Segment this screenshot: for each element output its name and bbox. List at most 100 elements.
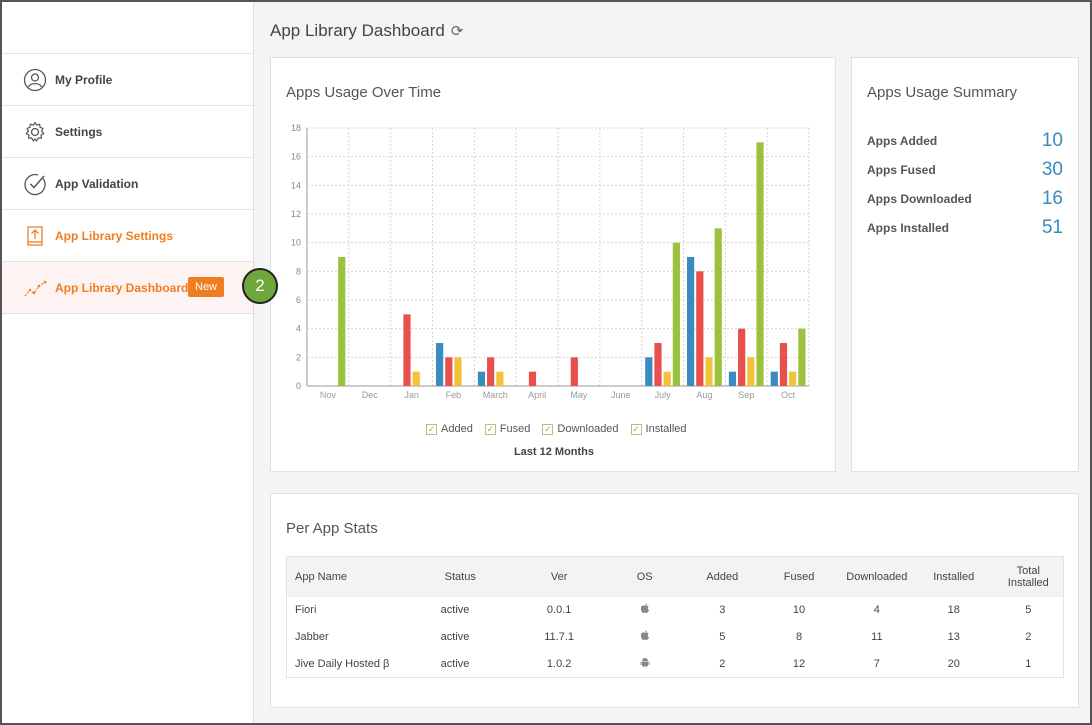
x-tick-label: July [655, 390, 672, 400]
refresh-icon[interactable]: ⟳ [450, 23, 464, 40]
y-tick-label: 14 [291, 180, 301, 190]
table-row[interactable]: Jive Daily Hosted β active 1.0.2 2 12 7 … [287, 651, 1064, 678]
y-tick-label: 0 [296, 381, 301, 391]
column-header[interactable]: OS [636, 570, 653, 583]
y-tick-label: 8 [296, 266, 301, 276]
sidebar-item-app-validation[interactable]: App Validation [2, 158, 253, 210]
app-name: Fiori [295, 604, 317, 616]
app-name: Jive Daily Hosted β [295, 657, 390, 670]
summary-title: Apps Usage Summary [867, 84, 1018, 101]
x-tick-label: Jan [404, 390, 419, 400]
column-header[interactable]: Installed [933, 570, 975, 583]
gear-icon [23, 120, 47, 144]
trend-icon [23, 276, 47, 300]
x-tick-label: March [483, 390, 508, 400]
y-tick-label: 2 [296, 352, 301, 362]
sidebar: My Profile Settings App Validation App L… [2, 2, 254, 723]
column-header[interactable]: Fused [783, 570, 815, 583]
usage-bar-chart: 0 2 4 6 8 10 12 14 16 18 Nov Dec Jan Feb March April May… [291, 123, 810, 400]
page-title: App Library Dashboard ⟳ [270, 21, 463, 41]
bar-downloaded [454, 357, 462, 386]
sidebar-item-label: App Library Dashboard [55, 280, 189, 295]
app-total-installed: 1 [1025, 657, 1032, 670]
y-tick-label: 12 [291, 209, 301, 219]
bar-installed [714, 228, 722, 386]
app-total-installed: 5 [1025, 604, 1032, 616]
bar-added [728, 371, 737, 386]
y-tick-label: 4 [296, 324, 301, 334]
bar-fused [570, 357, 578, 386]
sidebar-item-label: Settings [55, 124, 103, 139]
summary-row-downloaded: Apps Downloaded 16 [867, 188, 1063, 210]
legend-fused[interactable]: ✓ Fused [484, 423, 531, 435]
table-row[interactable]: Fiori active 0.0.1 3 10 4 18 5 [287, 597, 1064, 624]
y-tick-label: 16 [291, 152, 301, 162]
legend-label: Added [441, 423, 473, 435]
bar-installed [798, 328, 806, 386]
sidebar-item-label: App Library Settings [55, 228, 174, 243]
column-header[interactable]: Downloaded [846, 570, 908, 583]
x-tick-label: Dec [362, 390, 379, 400]
x-tick-label: Oct [781, 390, 796, 400]
column-header[interactable]: Ver [550, 570, 568, 583]
stats-table: App Name Status Ver OS Added Fused Downl… [286, 556, 1064, 678]
x-tick-label: May [570, 390, 588, 400]
app-status: active [440, 631, 470, 643]
bar-installed [756, 142, 764, 386]
column-header[interactable]: Status [444, 570, 476, 583]
legend-label: Installed [645, 423, 687, 435]
main-content: App Library Dashboard ⟳ Apps Usage Over … [254, 2, 1090, 723]
upload-icon [23, 224, 47, 248]
bar-fused [696, 271, 704, 386]
app-downloaded: 11 [871, 631, 883, 643]
app-version: 1.0.2 [546, 657, 572, 670]
checkbox-icon: ✓ [426, 423, 437, 435]
bar-fused [779, 343, 788, 386]
bar-downloaded [496, 371, 504, 386]
bar-added [770, 371, 778, 386]
page-title-text: App Library Dashboard [270, 21, 445, 40]
y-tick-label: 18 [291, 123, 301, 133]
app-added: 3 [719, 604, 726, 616]
user-icon [23, 68, 47, 92]
app-status: active [440, 657, 470, 670]
x-tick-label: Sep [738, 390, 754, 400]
bar-downloaded [747, 357, 755, 386]
legend-downloaded[interactable]: ✓ Downloaded [542, 423, 619, 435]
check-circle-icon [23, 172, 47, 196]
sidebar-item-settings[interactable]: Settings [2, 106, 253, 158]
sidebar-header [2, 2, 253, 54]
bar-added [436, 343, 444, 386]
app-downloaded: 7 [873, 657, 880, 670]
table-row[interactable]: Jabber active 11.7.1 5 8 11 13 2 [287, 624, 1064, 651]
usage-chart-card: Apps Usage Over Time 0 2 4 6 8 10 12 14 16 18 Nov D… [270, 57, 836, 472]
legend-label: Fused [499, 423, 531, 435]
bar-added [477, 371, 486, 386]
bar-fused [654, 343, 662, 386]
stats-title: Per App Stats [286, 520, 378, 537]
legend-added[interactable]: ✓ Added [426, 423, 473, 435]
app-total-installed: 2 [1025, 631, 1032, 643]
bar-downloaded [412, 371, 420, 386]
bar-added [645, 357, 653, 386]
android-icon [603, 651, 687, 678]
summary-row-installed: Apps Installed 51 [867, 217, 1063, 239]
legend-installed[interactable]: ✓ Installed [630, 423, 687, 435]
step-marker: 2 [242, 268, 278, 304]
column-header[interactable]: App Name [295, 570, 347, 583]
app-added: 5 [719, 631, 726, 643]
bar-downloaded [663, 371, 671, 386]
app-installed: 13 [947, 631, 960, 643]
sidebar-item-my-profile[interactable]: My Profile [2, 54, 253, 106]
sidebar-item-app-library-settings[interactable]: App Library Settings [2, 210, 253, 262]
app-version: 0.0.1 [546, 604, 572, 616]
summary-label: Apps Fused [867, 163, 936, 177]
summary-value: 30 [1041, 159, 1063, 180]
legend-label: Downloaded [557, 423, 619, 435]
bar-added [687, 257, 695, 386]
summary-value: 16 [1041, 188, 1063, 209]
x-tick-label: June [611, 390, 631, 400]
column-header[interactable]: Added [706, 570, 739, 583]
sidebar-item-app-library-dashboard[interactable]: App Library Dashboard New [2, 262, 253, 314]
column-header[interactable]: Total Installed [1007, 564, 1049, 589]
